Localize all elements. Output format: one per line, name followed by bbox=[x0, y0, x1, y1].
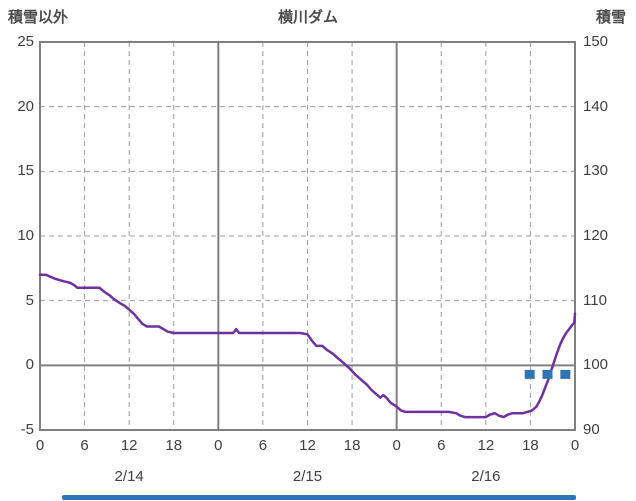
x-tick-label: 12 bbox=[477, 437, 495, 454]
x-tick-label: 6 bbox=[80, 437, 89, 454]
x-tick-label: 6 bbox=[258, 437, 268, 454]
y-left-tick-label: -5 bbox=[20, 421, 34, 438]
plot-border bbox=[39, 41, 576, 431]
series-square-marker bbox=[560, 369, 571, 379]
series-square-marker bbox=[524, 369, 535, 379]
right-axis-title: 積雪 bbox=[595, 9, 626, 26]
y-left-tick-label: 25 bbox=[17, 33, 34, 50]
y-left-tick-label: 5 bbox=[25, 291, 34, 309]
series-line-left bbox=[38, 273, 577, 419]
y-right-tick-label: 90 bbox=[583, 421, 600, 438]
y-right-tick-label: 100 bbox=[583, 356, 609, 374]
x-tick-label: 0 bbox=[35, 437, 45, 454]
y-left-tick-label: 20 bbox=[17, 97, 34, 115]
y-right-tick-label: 110 bbox=[583, 291, 607, 309]
y-right-tick-label: 130 bbox=[583, 162, 609, 180]
x-tick-label: 0 bbox=[214, 437, 223, 454]
x-tick-label: 18 bbox=[165, 437, 183, 454]
x-tick-label: 18 bbox=[522, 437, 539, 454]
x-tick-label: 0 bbox=[570, 437, 580, 454]
y-right-tick-label: 120 bbox=[583, 227, 609, 244]
y-left-tick-label: 15 bbox=[17, 162, 34, 180]
x-tick-label: 12 bbox=[120, 437, 138, 454]
y-right-tick-label: 150 bbox=[583, 33, 609, 50]
chart-title: 横川ダム bbox=[277, 9, 339, 26]
x-date-label: 2/16 bbox=[471, 468, 501, 485]
y-right-tick-label: 140 bbox=[583, 97, 609, 115]
x-tick-label: 12 bbox=[299, 437, 316, 454]
x-date-label: 2/14 bbox=[114, 468, 144, 485]
x-tick-label: 0 bbox=[392, 437, 401, 454]
y-left-tick-label: 0 bbox=[25, 356, 34, 374]
x-tick-label: 6 bbox=[437, 437, 446, 454]
x-tick-label: 18 bbox=[343, 437, 361, 454]
left-axis-title: 積雪以外 bbox=[8, 9, 69, 26]
x-date-label: 2/15 bbox=[292, 468, 323, 485]
y-left-tick-label: 10 bbox=[17, 227, 34, 244]
bottom-scrollbar[interactable] bbox=[62, 495, 576, 500]
series-square-marker bbox=[542, 369, 553, 379]
